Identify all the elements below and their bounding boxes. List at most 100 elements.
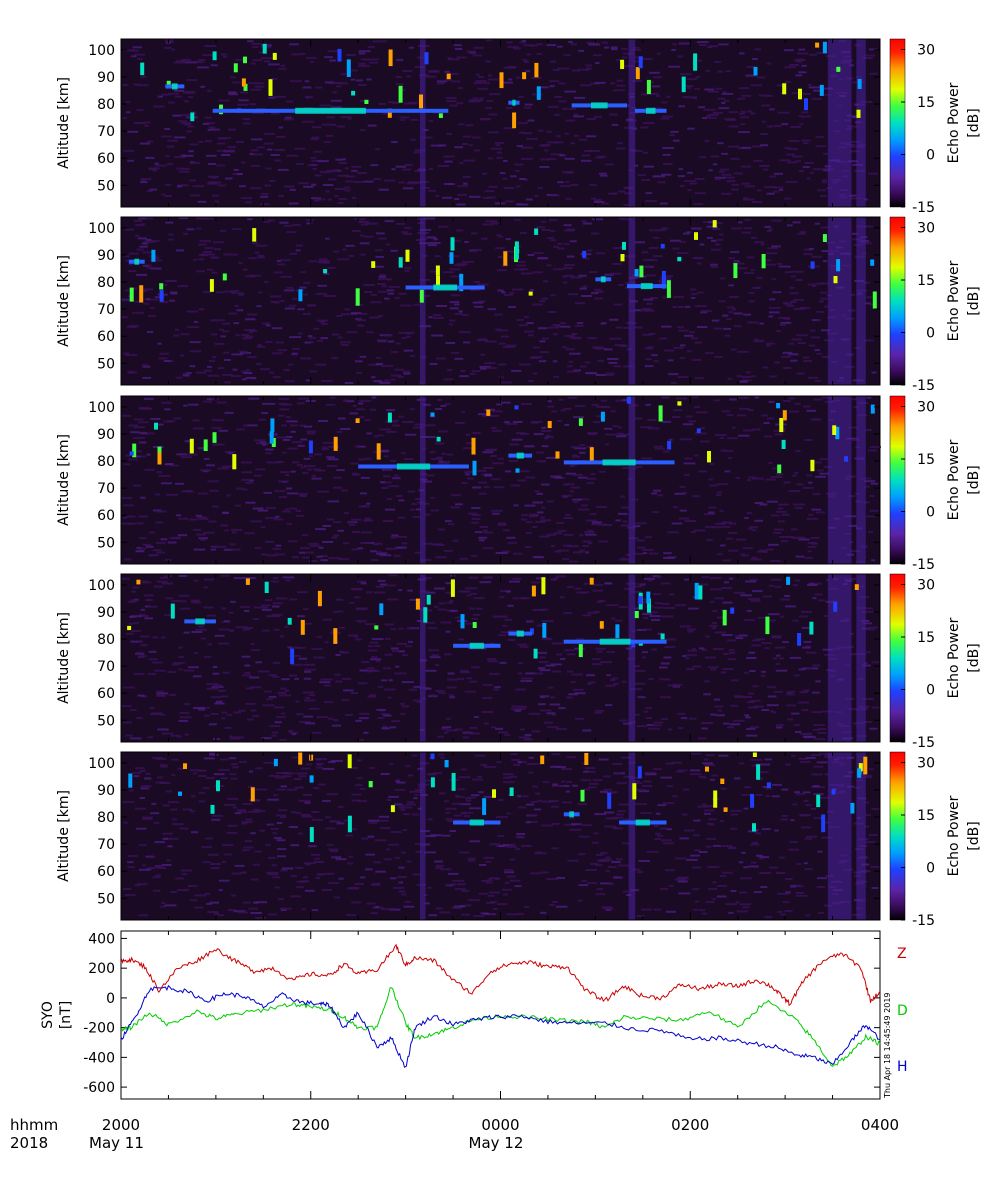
echo-spike xyxy=(589,577,594,585)
echo-spike xyxy=(309,827,314,843)
colorbar-tick-label: 30 xyxy=(917,221,935,237)
echo-spike xyxy=(782,410,787,421)
series-line-H xyxy=(120,984,881,1068)
echo-layer-core xyxy=(295,107,366,114)
echo-spike xyxy=(157,446,162,453)
radar-panel-3: 50 60 70 80 90 100 Altitude [km] -15 0 15 30 Echo P… xyxy=(56,395,982,573)
y-tick-label: 50 xyxy=(97,356,115,372)
legend-label-D: D xyxy=(897,1003,908,1019)
echo-spike xyxy=(634,269,639,277)
echo-spike xyxy=(290,648,295,665)
noise-streak xyxy=(856,396,866,564)
echo-spike xyxy=(798,88,802,100)
echo-spike xyxy=(547,421,552,429)
echo-spike xyxy=(405,249,410,262)
noise-streak xyxy=(827,39,852,207)
x-axis-row1-label: hhmm xyxy=(10,1116,58,1134)
echo-spike xyxy=(542,622,547,638)
colorbar-unit: [dB] xyxy=(966,465,982,494)
echo-layer-core xyxy=(516,452,524,459)
echo-spike xyxy=(323,269,328,274)
echo-spike xyxy=(287,617,292,625)
y-tick-label: 90 xyxy=(97,70,115,86)
echo-spike xyxy=(132,443,137,458)
y-tick-label: 400 xyxy=(88,931,115,947)
echo-layer-core xyxy=(171,83,178,90)
legend-label-H: H xyxy=(897,1059,908,1075)
colorbar-tick-label: -15 xyxy=(912,913,935,929)
radar-panel-1: 50 60 70 80 90 100 Altitude [km] -15 0 15 30 Echo P… xyxy=(56,38,982,216)
colorbar-tick-label: 0 xyxy=(926,148,935,164)
noise-streak xyxy=(827,217,852,385)
echo-spike xyxy=(681,76,686,93)
echo-spike xyxy=(347,754,352,769)
y-axis-label: Altitude [km] xyxy=(56,77,72,169)
echo-spike xyxy=(446,73,451,80)
echo-spike xyxy=(752,752,757,757)
echo-spike xyxy=(129,451,134,456)
colorbar-unit: [dB] xyxy=(966,643,982,672)
y-tick-label: 60 xyxy=(97,151,115,167)
x-tick-time: 2200 xyxy=(292,1116,330,1134)
echo-spike xyxy=(786,576,791,585)
echo-spike xyxy=(459,273,464,292)
noise-texture xyxy=(122,752,880,919)
echo-spike xyxy=(705,766,709,772)
echo-spike xyxy=(821,814,826,833)
echo-layer-core xyxy=(512,99,516,106)
y-axis-label: Altitude [km] xyxy=(56,255,72,347)
y-tick-label: 80 xyxy=(97,275,115,291)
colorbar-tick-label: 0 xyxy=(926,505,935,521)
echo-spike xyxy=(600,411,605,422)
noise-streak xyxy=(856,39,866,207)
y-axis-label: Altitude [km] xyxy=(56,612,72,704)
echo-spike xyxy=(210,804,215,814)
y-tick-label: -600 xyxy=(83,1080,115,1096)
echo-layer-core xyxy=(646,107,656,114)
y-tick-label: 50 xyxy=(97,891,115,907)
echo-spike xyxy=(298,289,303,302)
echo-spike xyxy=(272,52,277,60)
y-tick-label: 90 xyxy=(97,605,115,621)
x-axis-row2-label: 2018 xyxy=(10,1134,48,1152)
echo-spike xyxy=(835,426,840,440)
echo-spike xyxy=(444,760,449,768)
echo-spike xyxy=(512,112,517,129)
echo-spike xyxy=(514,405,519,410)
noise-streak xyxy=(827,752,852,920)
colorbar-tick-label: 15 xyxy=(917,630,935,646)
y-tick-label: 100 xyxy=(88,578,115,594)
echo-spike xyxy=(376,443,381,460)
echo-spike xyxy=(632,783,637,800)
echo-spike xyxy=(268,79,273,96)
echo-spike xyxy=(534,62,539,78)
echo-spike xyxy=(639,265,644,278)
y-tick-label: 80 xyxy=(97,97,115,113)
echo-spike xyxy=(856,109,861,118)
y-tick-label: 70 xyxy=(97,124,115,140)
echo-spike xyxy=(127,625,132,631)
echo-spike xyxy=(833,276,838,284)
echo-spike xyxy=(777,464,782,474)
colorbar-tick-label: 15 xyxy=(917,273,935,289)
x-tick-time: 0200 xyxy=(671,1116,709,1134)
echo-spike xyxy=(661,270,666,289)
noise-streak xyxy=(419,39,426,207)
echo-spike xyxy=(355,288,360,306)
y-tick-label: 70 xyxy=(97,481,115,497)
echo-spike xyxy=(730,607,735,614)
echo-spike xyxy=(626,396,631,404)
echo-spike xyxy=(436,275,440,289)
echo-spike xyxy=(870,404,875,414)
echo-spike xyxy=(157,452,162,465)
echo-spike xyxy=(245,578,250,585)
echo-spike xyxy=(647,598,651,613)
echo-spike xyxy=(264,581,269,593)
y-tick-label: 70 xyxy=(97,659,115,675)
echo-spike xyxy=(333,436,338,451)
noise-streak xyxy=(856,752,866,920)
timestamp-label: Thu Apr 18 14:45:49 2019 xyxy=(883,992,892,1099)
echo-spike xyxy=(819,84,824,96)
